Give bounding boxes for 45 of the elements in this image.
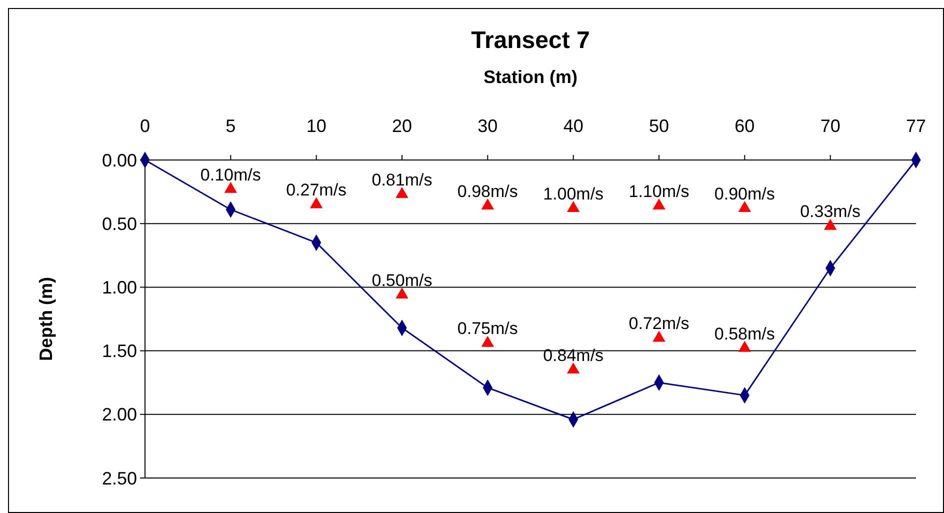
- annotation: 0.75m/s: [457, 319, 518, 338]
- annotation: 0.58m/s: [714, 324, 775, 344]
- x-tick-label: 0: [140, 116, 150, 136]
- x-tick-label: 70: [820, 116, 840, 136]
- x-tick-label: 77: [906, 116, 926, 136]
- y-tick-label: 2.00: [102, 404, 137, 425]
- point: [310, 197, 323, 208]
- annotation: 0.33m/s: [800, 202, 861, 222]
- annotation: 0.72m/s: [628, 314, 690, 334]
- point: [396, 187, 408, 198]
- x-tick-label: 10: [306, 116, 326, 136]
- point: [738, 340, 752, 352]
- y-tick-label: 1.00: [102, 278, 137, 298]
- x-axis-title: Station (m): [484, 67, 578, 87]
- y-tick-label: 0.50: [102, 214, 137, 234]
- y-tick-label: 0.00: [102, 150, 137, 170]
- point: [652, 330, 666, 342]
- y-tick-label: 1.50: [102, 341, 137, 362]
- x-tick-label: 20: [392, 116, 412, 136]
- point: [396, 287, 408, 298]
- point: [652, 198, 666, 210]
- annotation: 0.10m/s: [200, 165, 261, 184]
- x-tick-label: 30: [478, 116, 498, 136]
- point: [224, 182, 238, 193]
- point: [481, 336, 494, 347]
- x-tick-label: 5: [226, 116, 236, 136]
- x-tick-label: 60: [734, 116, 755, 136]
- annotation: 1.00m/s: [543, 184, 604, 204]
- point: [481, 198, 494, 210]
- x-tick-label: 40: [563, 116, 584, 136]
- x-tick-label: 50: [648, 116, 670, 136]
- point: [566, 362, 580, 374]
- y-tick-label: 2.50: [102, 468, 137, 488]
- annotation: 0.90m/s: [714, 184, 775, 204]
- chart-title: Transect 7: [471, 27, 590, 54]
- point: [738, 200, 752, 212]
- y-axis-title: Depth (m): [36, 277, 56, 361]
- annotation: 0.98m/s: [457, 182, 518, 201]
- annotation: 1.10m/s: [628, 182, 690, 201]
- annotation: 0.81m/s: [372, 170, 432, 190]
- point: [824, 218, 837, 230]
- annotation: 0.50m/s: [372, 270, 432, 290]
- annotation: 0.84m/s: [543, 346, 604, 365]
- annotation: 0.27m/s: [286, 180, 347, 200]
- point: [566, 200, 580, 212]
